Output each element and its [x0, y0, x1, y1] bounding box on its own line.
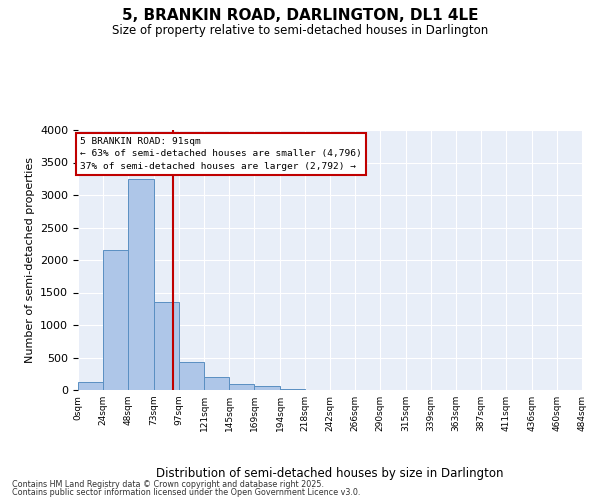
Bar	[179, 362, 204, 390]
Bar	[78, 382, 103, 390]
Text: Contains public sector information licensed under the Open Government Licence v3: Contains public sector information licen…	[12, 488, 361, 497]
Bar	[280, 388, 305, 390]
Text: Size of property relative to semi-detached houses in Darlington: Size of property relative to semi-detach…	[112, 24, 488, 37]
Bar	[254, 386, 280, 390]
Bar	[229, 384, 254, 390]
Bar	[204, 377, 229, 390]
Text: Contains HM Land Registry data © Crown copyright and database right 2025.: Contains HM Land Registry data © Crown c…	[12, 480, 324, 489]
Bar	[103, 250, 128, 390]
Bar	[154, 302, 179, 390]
Text: 5 BRANKIN ROAD: 91sqm
← 63% of semi-detached houses are smaller (4,796)
37% of s: 5 BRANKIN ROAD: 91sqm ← 63% of semi-deta…	[80, 136, 362, 171]
Text: Distribution of semi-detached houses by size in Darlington: Distribution of semi-detached houses by …	[156, 467, 504, 480]
Y-axis label: Number of semi-detached properties: Number of semi-detached properties	[25, 157, 35, 363]
Bar	[128, 179, 154, 390]
Text: 5, BRANKIN ROAD, DARLINGTON, DL1 4LE: 5, BRANKIN ROAD, DARLINGTON, DL1 4LE	[122, 8, 478, 22]
